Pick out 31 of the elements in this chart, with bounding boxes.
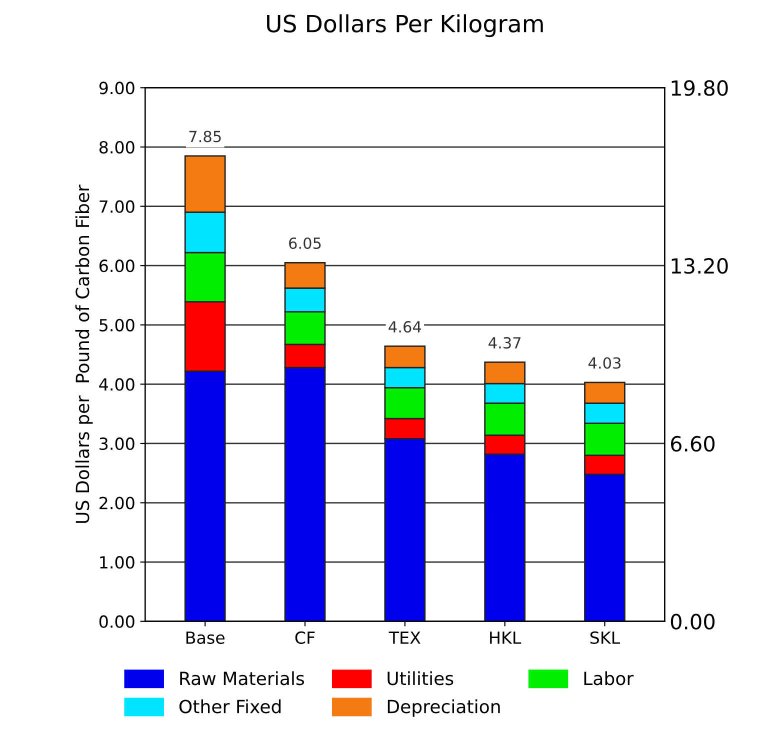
legend-label: Labor: [584, 671, 634, 686]
x-tick-label: HKL: [490, 632, 522, 644]
y-axis-title: US Dollars per Pound of Carbon Fiber: [75, 184, 93, 523]
total-label: 4.03: [588, 357, 621, 369]
y-tick-label: 6.00: [99, 260, 134, 272]
y-tick-label: 3.00: [100, 437, 134, 450]
y-tick-label: 2.00: [100, 496, 134, 510]
legend-label: Other Fixed: [179, 699, 281, 714]
legend-label: Depreciation: [388, 699, 500, 717]
y-tick-label: 7.00: [100, 200, 134, 213]
y-tick-label: 9.00: [99, 82, 134, 94]
y2-tick-label: 13.20: [672, 258, 728, 274]
y-tick-label: 0.00: [99, 615, 134, 628]
chart-title: US Dollars Per Kilogram: [267, 14, 543, 38]
total-label: 4.64: [388, 321, 422, 333]
legend-label: Raw Materials: [180, 671, 304, 686]
x-tick-label: CF: [295, 631, 315, 644]
x-tick-label: TEX: [388, 632, 420, 644]
total-label: 6.05: [289, 237, 321, 249]
y2-tick-label: 6.60: [670, 436, 715, 452]
y2-tick-label: 0.00: [670, 614, 715, 630]
y-tick-label: 4.00: [99, 378, 134, 391]
x-tick-label: SKL: [590, 631, 620, 644]
legend-label: Utilities: [388, 671, 454, 686]
y-tick-label: 8.00: [99, 140, 134, 154]
total-label: 4.37: [488, 337, 521, 349]
y2-tick-label: 19.80: [672, 80, 728, 96]
y-tick-label: 1.00: [100, 556, 134, 569]
y-tick-label: 5.00: [100, 318, 134, 332]
x-tick-label: Base: [186, 632, 225, 644]
total-label: 7.85: [189, 130, 221, 142]
